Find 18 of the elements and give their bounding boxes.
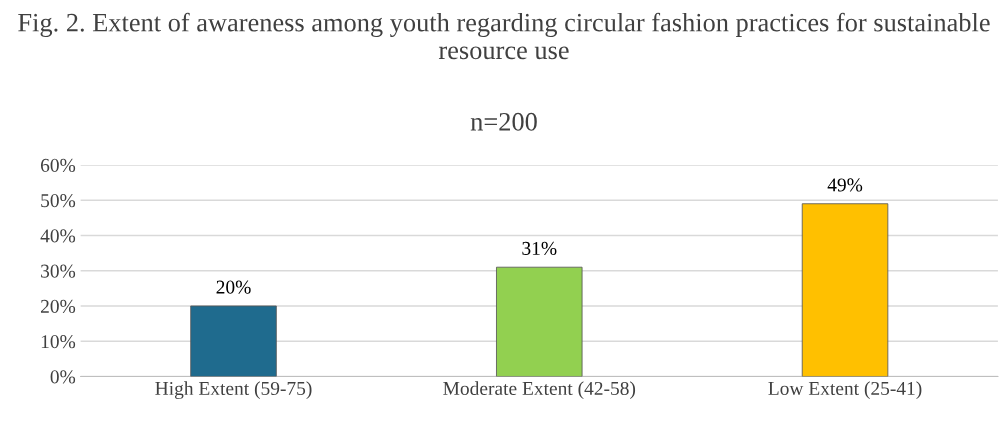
y-tick-label: 0% bbox=[50, 370, 76, 384]
y-tick-label: 10% bbox=[41, 335, 76, 349]
x-tick-label: Moderate Extent (42-58) bbox=[443, 381, 636, 399]
y-tick-label: 30% bbox=[41, 264, 76, 278]
bar bbox=[496, 266, 583, 377]
data-label: 31% bbox=[522, 241, 557, 255]
chart-title: Fig. 2. Extent of awareness among youth regarding circular fashion practices for sustainable resource use bbox=[18, 12, 990, 60]
y-tick-label: 20% bbox=[40, 299, 76, 313]
y-tick-label: 50% bbox=[41, 194, 76, 208]
chart-subtitle: n=200 bbox=[470, 112, 537, 131]
data-label: 49% bbox=[827, 178, 863, 192]
y-tick-label: 40% bbox=[40, 229, 76, 243]
x-tick-label: High Extent (59-75) bbox=[155, 381, 312, 400]
data-label: 20% bbox=[216, 280, 251, 294]
y-tick-label: 60% bbox=[40, 158, 76, 172]
x-tick-label: Low Extent (25-41) bbox=[768, 381, 922, 399]
bar bbox=[801, 203, 889, 377]
bar bbox=[190, 305, 277, 377]
